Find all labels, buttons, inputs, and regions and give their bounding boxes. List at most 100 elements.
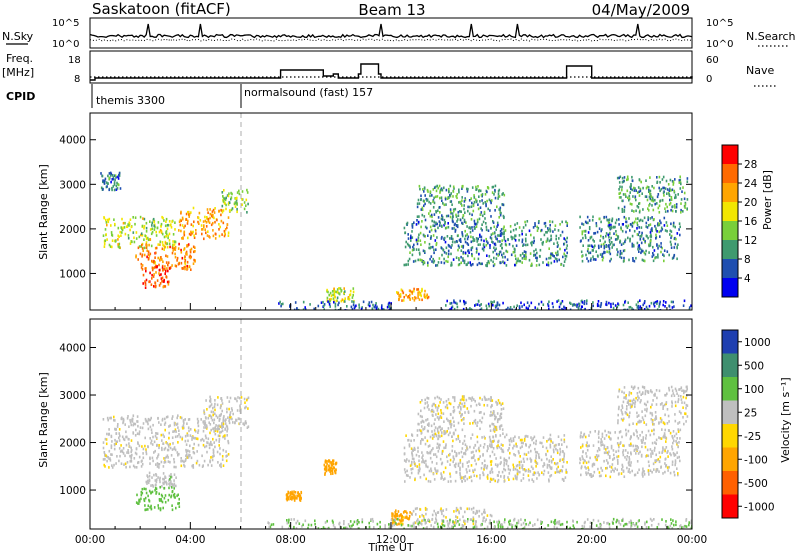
data-cell [146, 255, 148, 259]
data-cell [164, 428, 166, 432]
data-cell [674, 387, 677, 391]
data-cell [473, 194, 475, 197]
data-cell [223, 197, 226, 200]
data-cell [621, 180, 624, 184]
data-cell [684, 206, 686, 209]
data-cell [161, 264, 164, 268]
data-cell [489, 454, 491, 458]
data-cell [160, 273, 162, 276]
data-cell [441, 253, 443, 257]
data-cell [192, 262, 195, 265]
data-cell [635, 209, 637, 213]
data-cell [514, 239, 517, 242]
data-cell [405, 474, 408, 477]
data-cell [443, 236, 446, 240]
data-cell [453, 510, 455, 513]
data-cell [151, 431, 153, 434]
data-cell [492, 303, 494, 307]
data-cell [478, 261, 480, 265]
data-cell [452, 185, 455, 189]
data-cell [640, 235, 642, 238]
data-cell [413, 247, 415, 251]
data-cell [638, 244, 640, 247]
data-cell [636, 221, 638, 225]
data-cell [655, 233, 657, 237]
data-cell [187, 426, 190, 429]
data-cell [658, 305, 660, 308]
data-cell [410, 439, 412, 443]
data-cell [661, 428, 663, 431]
data-cell [122, 420, 125, 423]
data-cell [111, 186, 113, 190]
data-cell [474, 227, 476, 230]
data-cell [352, 303, 355, 307]
data-cell [110, 453, 112, 456]
data-cell [470, 240, 473, 244]
data-cell [595, 224, 598, 228]
data-cell [104, 465, 106, 468]
data-cell [488, 435, 491, 439]
data-cell [159, 485, 161, 489]
data-cell [600, 441, 602, 444]
data-cell [129, 420, 132, 424]
data-cell [202, 420, 205, 423]
data-cell [600, 303, 602, 307]
data-cell [492, 221, 495, 224]
data-cell [437, 450, 440, 453]
data-cell [673, 453, 675, 456]
data-cell [151, 277, 153, 280]
data-cell [228, 419, 230, 422]
data-cell [468, 199, 471, 202]
data-cell [679, 459, 681, 463]
data-cell [449, 472, 451, 476]
data-cell [587, 239, 590, 242]
data-cell [623, 396, 625, 400]
data-cell [469, 422, 471, 425]
data-cell [531, 240, 533, 244]
data-cell [596, 230, 599, 234]
data-cell [197, 424, 200, 428]
data-cell [189, 444, 191, 448]
data-cell [653, 304, 656, 308]
data-cell [418, 428, 421, 432]
data-cell [511, 308, 513, 310]
data-cell [441, 214, 443, 217]
data-cell [143, 226, 145, 230]
data-cell [137, 258, 139, 261]
data-cell [412, 509, 415, 513]
data-cell [503, 474, 506, 478]
data-cell [624, 396, 627, 399]
data-cell [236, 202, 238, 205]
data-cell [210, 440, 212, 444]
data-cell [150, 484, 152, 487]
data-cell [623, 386, 626, 389]
data-cell [544, 225, 547, 228]
data-cell [236, 399, 238, 403]
data-cell [672, 430, 675, 433]
data-cell [472, 421, 474, 425]
data-cell [429, 456, 432, 460]
data-cell [413, 462, 416, 465]
data-cell [352, 293, 354, 297]
data-cell [456, 305, 459, 309]
data-cell [333, 292, 336, 296]
data-cell [113, 447, 116, 451]
data-cell [623, 256, 625, 260]
data-cell [103, 216, 105, 219]
data-cell [509, 451, 511, 455]
data-cell [635, 429, 638, 432]
data-cell [512, 463, 514, 467]
data-cell [677, 428, 679, 431]
data-cell [309, 303, 311, 306]
data-cell [435, 470, 438, 473]
data-cell [162, 472, 165, 475]
data-cell [157, 504, 159, 507]
data-cell [141, 459, 143, 463]
data-cell [444, 221, 446, 224]
data-cell [652, 252, 654, 255]
data-cell [609, 465, 611, 468]
data-cell [462, 257, 464, 260]
data-cell [521, 240, 524, 244]
data-cell [592, 474, 594, 477]
data-cell [673, 394, 676, 397]
